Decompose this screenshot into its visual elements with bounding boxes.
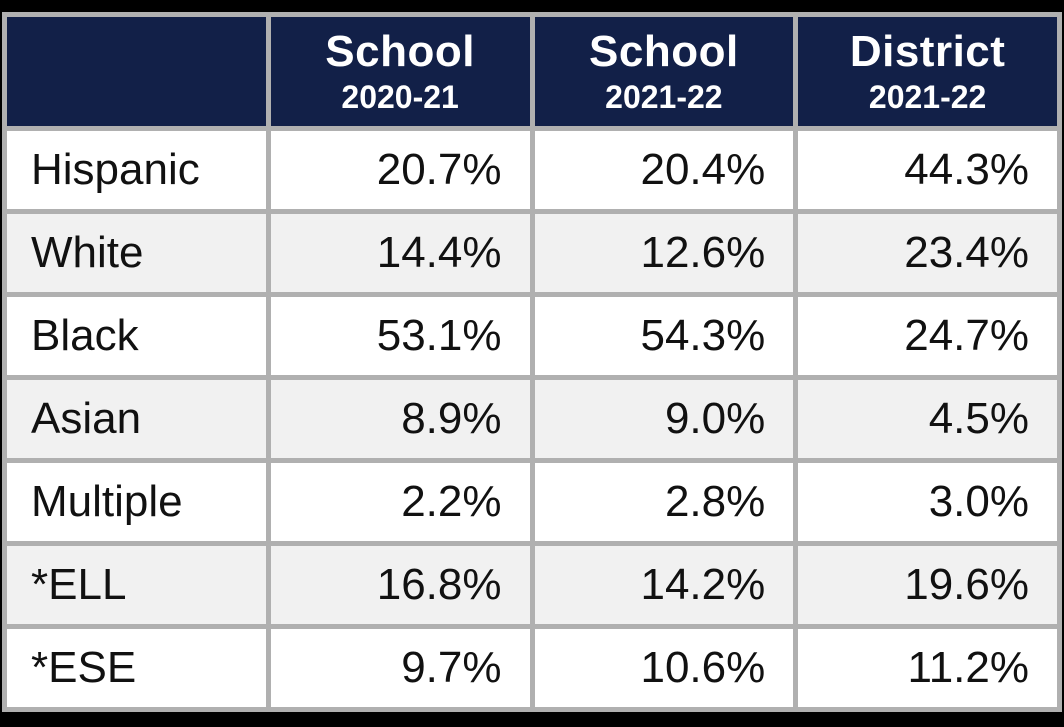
table-cell: 53.1% — [270, 297, 530, 375]
header-subtitle: 2021-22 — [868, 78, 987, 115]
table-cell: 2.8% — [534, 463, 794, 541]
table-cell: 23.4% — [798, 214, 1057, 292]
table-cell: 16.8% — [270, 546, 530, 624]
header-subtitle: 2020-21 — [341, 78, 459, 115]
table-cell: 20.7% — [270, 131, 530, 209]
header-title: District — [849, 27, 1006, 77]
table-cell: 3.0% — [798, 463, 1057, 541]
table-cell: 14.4% — [270, 214, 530, 292]
demographics-table: School 2020-21 School 2021-22 District 2… — [2, 12, 1062, 712]
table-cell: 14.2% — [534, 546, 794, 624]
row-label: Black — [7, 297, 266, 375]
header-title: School — [325, 27, 475, 77]
table-cell: 24.7% — [798, 297, 1057, 375]
table-cell: 19.6% — [798, 546, 1057, 624]
table-cell: 44.3% — [798, 131, 1057, 209]
header-title: School — [589, 27, 739, 77]
row-label: Multiple — [7, 463, 266, 541]
row-label: Asian — [7, 380, 266, 458]
header-cell-school-2021-22: School 2021-22 — [534, 17, 794, 126]
table-cell: 4.5% — [798, 380, 1057, 458]
row-label: *ESE — [7, 629, 266, 707]
header-cell-empty — [7, 17, 266, 126]
row-label: *ELL — [7, 546, 266, 624]
table-cell: 9.7% — [270, 629, 530, 707]
table-cell: 12.6% — [534, 214, 794, 292]
table-cell: 20.4% — [534, 131, 794, 209]
table-cell: 10.6% — [534, 629, 794, 707]
table-cell: 11.2% — [798, 629, 1057, 707]
header-cell-school-2020-21: School 2020-21 — [270, 17, 530, 126]
table-cell: 8.9% — [270, 380, 530, 458]
table-cell: 54.3% — [534, 297, 794, 375]
header-cell-district-2021-22: District 2021-22 — [798, 17, 1057, 126]
row-label: Hispanic — [7, 131, 266, 209]
table-cell: 9.0% — [534, 380, 794, 458]
table-cell: 2.2% — [270, 463, 530, 541]
header-subtitle: 2021-22 — [605, 78, 723, 115]
row-label: White — [7, 214, 266, 292]
